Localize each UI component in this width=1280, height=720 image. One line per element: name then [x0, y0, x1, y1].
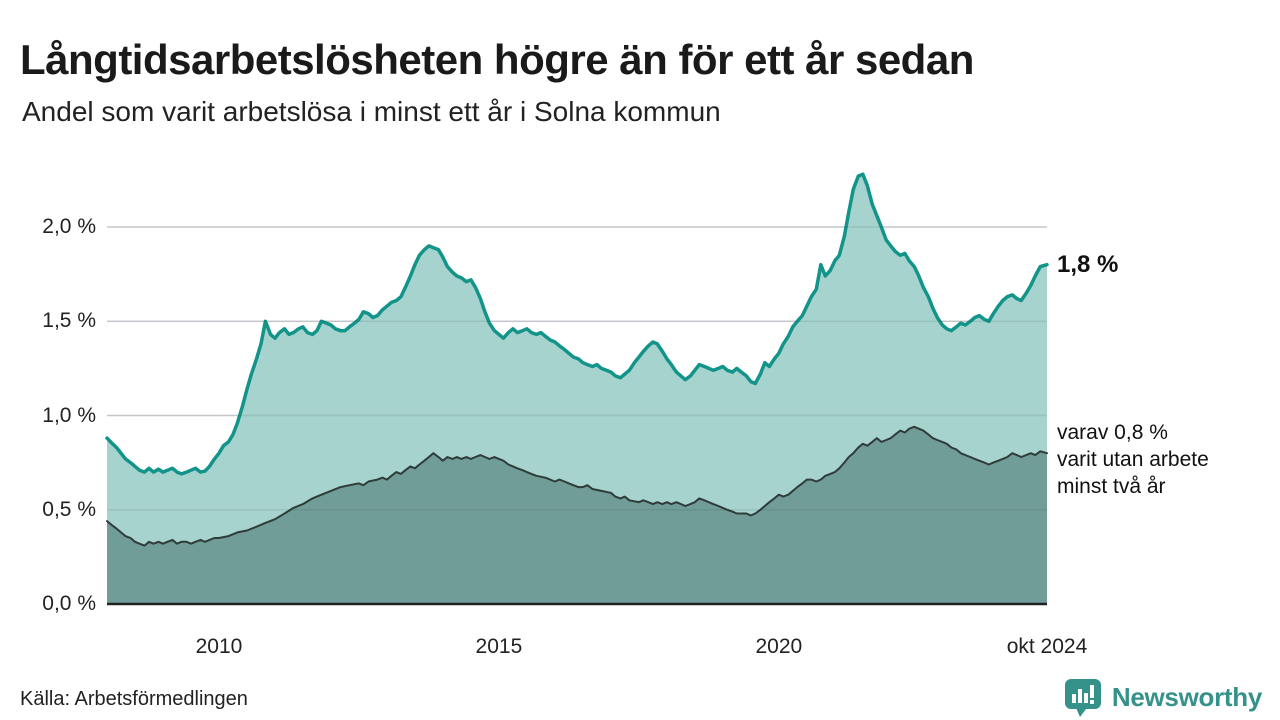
- y-axis-label: 0,0 %: [42, 592, 96, 615]
- page-subtitle: Andel som varit arbetslösa i minst ett å…: [22, 96, 721, 127]
- y-axis-label: 1,5 %: [42, 309, 96, 333]
- page-title: Långtidsarbetslösheten högre än för ett …: [20, 36, 974, 84]
- newsworthy-logo-icon: [1064, 679, 1101, 717]
- source-text: Källa: Arbetsförmedlingen: [20, 688, 248, 710]
- newsworthy-logo: Newsworthy: [1062, 676, 1262, 718]
- y-axis-label: 2,0 %: [42, 215, 96, 238]
- x-axis-label: 2010: [195, 635, 243, 658]
- x-axis-label: 2020: [755, 635, 803, 658]
- x-axis-label: okt 2024: [1006, 635, 1088, 658]
- y-axis-label: 1,0 %: [42, 403, 96, 427]
- x-axis-label: 2015: [475, 635, 523, 658]
- y-axis-label: 0,5 %: [42, 497, 96, 521]
- end-note-line: minst två år: [1057, 475, 1166, 498]
- newsworthy-wordmark: Newsworthy: [1111, 681, 1262, 712]
- end-note-line: varav 0,8 %: [1057, 421, 1168, 444]
- end-note-line: varit utan arbete: [1057, 448, 1209, 471]
- end-note: varav 0,8 % varit utan arbete minst två …: [1057, 419, 1209, 500]
- end-value-label: 1,8 %: [1057, 250, 1119, 278]
